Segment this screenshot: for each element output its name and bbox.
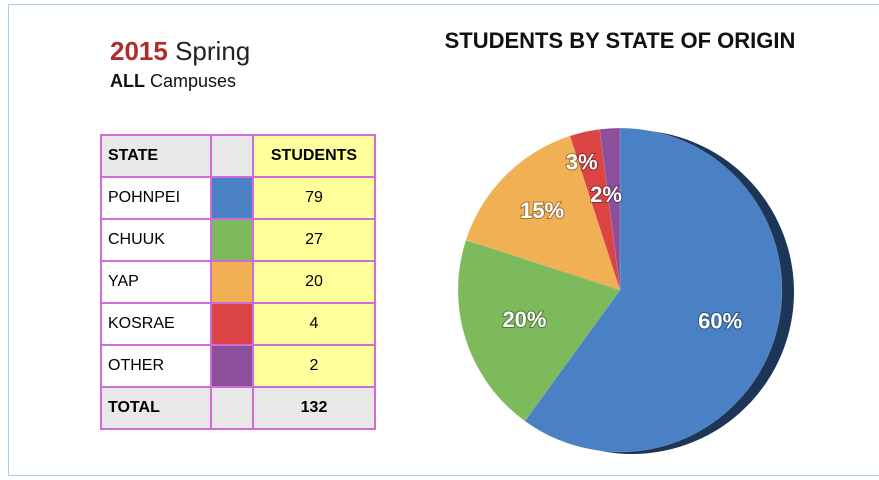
students-cell: 4	[252, 302, 376, 346]
scope-bold: ALL	[110, 71, 145, 91]
scope-rest: Campuses	[150, 71, 237, 91]
data-label: 2%	[590, 182, 622, 207]
state-cell: OTHER	[100, 344, 212, 388]
data-label: 20%	[502, 307, 546, 332]
header-row: STATE STUDENTS	[100, 134, 376, 178]
students-cell: 20	[252, 260, 376, 304]
swatch	[212, 178, 252, 218]
pie-slice	[465, 135, 621, 291]
students-cell: 2	[252, 344, 376, 388]
swatch-cell	[210, 176, 254, 220]
state-cell: YAP	[100, 260, 212, 304]
state-cell: KOSRAE	[100, 302, 212, 346]
table-row: OTHER 2	[100, 344, 376, 388]
swatch	[212, 304, 252, 344]
table: STATE STUDENTS POHNPEI 79 CHUUK 27 YAP 20 KOSR…	[100, 134, 376, 430]
pie-slice	[524, 127, 783, 453]
students-cell: 79	[252, 176, 376, 220]
table-row: KOSRAE 4	[100, 302, 376, 346]
table-row: YAP 20	[100, 260, 376, 304]
frame	[8, 4, 879, 476]
year: 2015	[110, 36, 168, 66]
scope: ALL Campuses	[110, 71, 236, 92]
students-cell: 27	[252, 218, 376, 262]
total-value: 132	[252, 386, 376, 430]
swatch-cell	[210, 386, 254, 430]
header-cell: STUDENTS	[252, 134, 376, 178]
swatch-cell	[210, 344, 254, 388]
total-label: TOTAL	[100, 386, 212, 430]
total-row: TOTAL 132	[100, 386, 376, 430]
swatch-cell	[210, 218, 254, 262]
data-label: 15%	[520, 198, 564, 223]
pie-slice	[599, 127, 621, 291]
swatch	[212, 262, 252, 302]
swatch-cell	[210, 260, 254, 304]
data-label: 3%	[566, 149, 598, 174]
term: Spring	[175, 36, 251, 66]
pie: 60% 20% 15%3% 2%	[457, 127, 783, 453]
state-cell: CHUUK	[100, 218, 212, 262]
chart-title: STUDENTS BY STATE OF ORIGIN	[444, 28, 796, 53]
term-title: 2015 Spring	[110, 36, 250, 67]
header-cell	[210, 134, 254, 178]
pie-slice	[569, 128, 621, 291]
pie-slice	[457, 239, 621, 422]
state-cell: POHNPEI	[100, 176, 212, 220]
data-label: 60%	[698, 308, 742, 333]
swatch	[212, 346, 252, 386]
table-row: POHNPEI 79	[100, 176, 376, 220]
swatch	[212, 220, 252, 260]
header-cell: STATE	[100, 134, 212, 178]
table-body: STATE STUDENTS POHNPEI 79 CHUUK 27 YAP 20 KOSR…	[100, 134, 376, 430]
table-row: CHUUK 27	[100, 218, 376, 262]
swatch-cell	[210, 302, 254, 346]
